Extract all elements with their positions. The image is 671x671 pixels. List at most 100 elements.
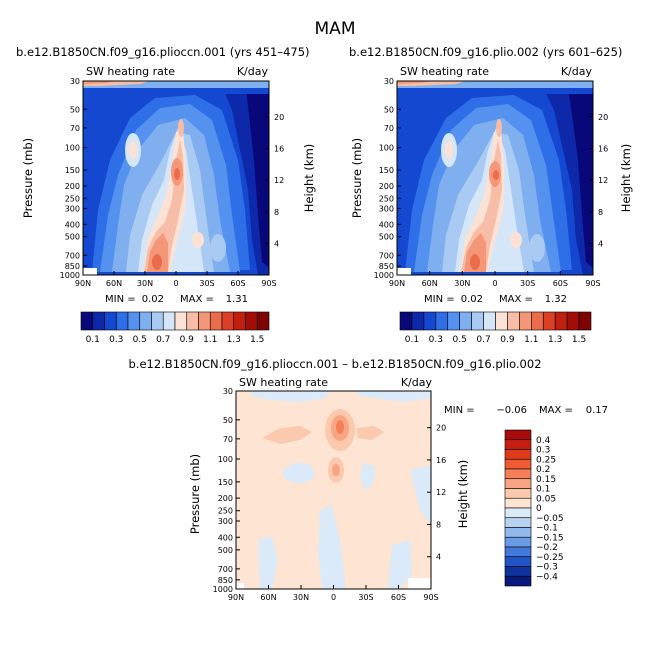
colorbar-box [531, 311, 544, 331]
panel-3-field-label: SW heating rate [239, 376, 328, 389]
panel-1-salmon-region [144, 140, 184, 272]
panel-3-neg-right-edge [410, 465, 431, 525]
panel-3-y2label: Height (km) [456, 460, 470, 529]
panel-2-salmon-region [461, 140, 502, 272]
panel-2-min-label: MIN = [424, 294, 455, 305]
panel-1-title: b.e12.B1850CN.f09_g16.plioccn.001 (yrs 4… [16, 45, 310, 59]
panel-2: b.e12.B1850CN.f09_g16.plio.002 (yrs 601–… [349, 45, 633, 345]
panel-2-field [397, 81, 593, 275]
colorbar-box [435, 311, 449, 331]
panel-3-axes: 90N 60N 30N 0 30S 60S 90S 30 50 70 100 150 200 250300… [213, 387, 447, 602]
panel-3-neg-top-right [355, 391, 431, 402]
colorbar-box [459, 311, 472, 331]
panel-3-ground-mask-left [236, 583, 244, 589]
panel-3-neg-bottom-right [388, 540, 412, 589]
colorbar-box [471, 311, 484, 331]
y2-tick-label: 20 [274, 113, 284, 122]
panel-1-strat-light [83, 81, 269, 88]
panel-3-neg-lower-center [318, 505, 346, 589]
colorbar-box [504, 478, 532, 489]
colorbar-label: −0.3 [536, 563, 558, 573]
panel-3-min-label: MIN = [444, 405, 475, 416]
y-tick-label: 100 [65, 144, 80, 153]
colorbar-box [127, 311, 141, 331]
colorbar-label: 1.3 [227, 335, 241, 345]
colorbar-box [504, 575, 532, 587]
colorbar-box [504, 566, 532, 577]
colorbar-box [495, 311, 508, 331]
colorbar-label: 1.1 [203, 335, 217, 345]
panel-3-max-label: MAX = [539, 405, 573, 416]
panel-1-y2label: Height (km) [302, 144, 316, 213]
y-tick-label: 70 [384, 124, 394, 133]
y2-tick-label: 4 [274, 239, 279, 248]
colorbar-label: 0.25 [536, 455, 556, 465]
y-tick-label: 400 [218, 533, 233, 542]
y-tick-label: 150 [65, 166, 80, 175]
panel-2-ground-mask [397, 268, 411, 275]
panel-1-min-label: MIN = [105, 294, 136, 305]
colorbar-label: −0.05 [536, 514, 564, 524]
panel-1-pale-patch-south [210, 234, 226, 262]
y2-tick-label: 20 [436, 424, 446, 433]
panel-2-darkest-right-region [567, 81, 593, 268]
colorbar-box [447, 311, 460, 331]
colorbar-label: 0.5 [453, 335, 467, 345]
colorbar-box [504, 536, 532, 548]
colorbar-label: −0.2 [536, 543, 558, 553]
panel-1: b.e12.B1850CN.f09_g16.plioccn.001 (yrs 4… [16, 45, 316, 345]
panel-1-axes: 90N 60N 30N 0 30S 60S 90S 30 50 70 100 150 200 250300… [60, 77, 285, 288]
colorbar-box [411, 311, 425, 331]
colorbar-box [519, 311, 532, 331]
panel-1-peach-patch-30s [192, 232, 204, 248]
colorbar-box [92, 311, 105, 331]
panel-2-strat-top-core [397, 81, 434, 84]
x-tick-label: 90N [228, 593, 244, 602]
y-tick-label: 30 [384, 77, 394, 86]
y-tick-label: 850 [65, 262, 80, 271]
colorbar-box [504, 527, 532, 538]
x-tick-label: 0 [173, 279, 178, 288]
panel-1-max-label: MAX = [180, 294, 214, 305]
colorbar-box [80, 311, 94, 331]
panel-1-ground-mask [83, 268, 97, 275]
colorbar-box [504, 507, 532, 519]
colorbar-label: 0.9 [180, 335, 195, 345]
panel-2-side-blob-core [445, 141, 453, 159]
y-tick-label: 50 [384, 105, 394, 114]
y-tick-label: 400 [379, 220, 394, 229]
colorbar-label: −0.4 [536, 572, 558, 582]
panel-2-title: b.e12.B1850CN.f09_g16.plio.002 (yrs 601–… [349, 45, 622, 59]
colorbar-box [139, 311, 152, 331]
y2-tick-label: 4 [436, 553, 441, 562]
colorbar-label: 0.15 [536, 475, 556, 485]
colorbar-label: 1.3 [548, 335, 562, 345]
y-tick-label: 500 [379, 233, 394, 242]
panel-3-max-value: 0.17 [586, 405, 608, 416]
panel-1-max-value: 1.31 [226, 294, 248, 305]
colorbar-label: 0.1 [405, 335, 419, 345]
y-tick-label: 300 [218, 517, 233, 526]
y-tick-label: 100 [218, 455, 233, 464]
panel-3-neg-mid-right [360, 462, 376, 490]
x-tick-label: 90N [389, 279, 405, 288]
colorbar-box [504, 429, 532, 441]
x-tick-label: 60N [422, 279, 438, 288]
colorbar-box [554, 311, 568, 331]
y-tick-label: 250 [379, 194, 394, 203]
colorbar-label: 0.3 [536, 446, 550, 456]
x-tick-label: 30N [293, 593, 309, 602]
panel-2-y2label: Height (km) [619, 144, 633, 213]
x-tick-label: 60S [391, 593, 406, 602]
x-tick-label: 30N [137, 279, 153, 288]
colorbar-label: 0.7 [156, 335, 170, 345]
panel-1-ylabel: Pressure (mb) [21, 138, 35, 218]
panel-3-pos-center-inner [336, 420, 344, 434]
colorbar-box [483, 311, 496, 331]
y-tick-label: 700 [379, 251, 394, 260]
colorbar-box [504, 546, 532, 558]
y2-tick-label: 4 [598, 239, 603, 248]
y2-tick-label: 8 [598, 208, 603, 217]
x-tick-label: 0 [492, 279, 497, 288]
